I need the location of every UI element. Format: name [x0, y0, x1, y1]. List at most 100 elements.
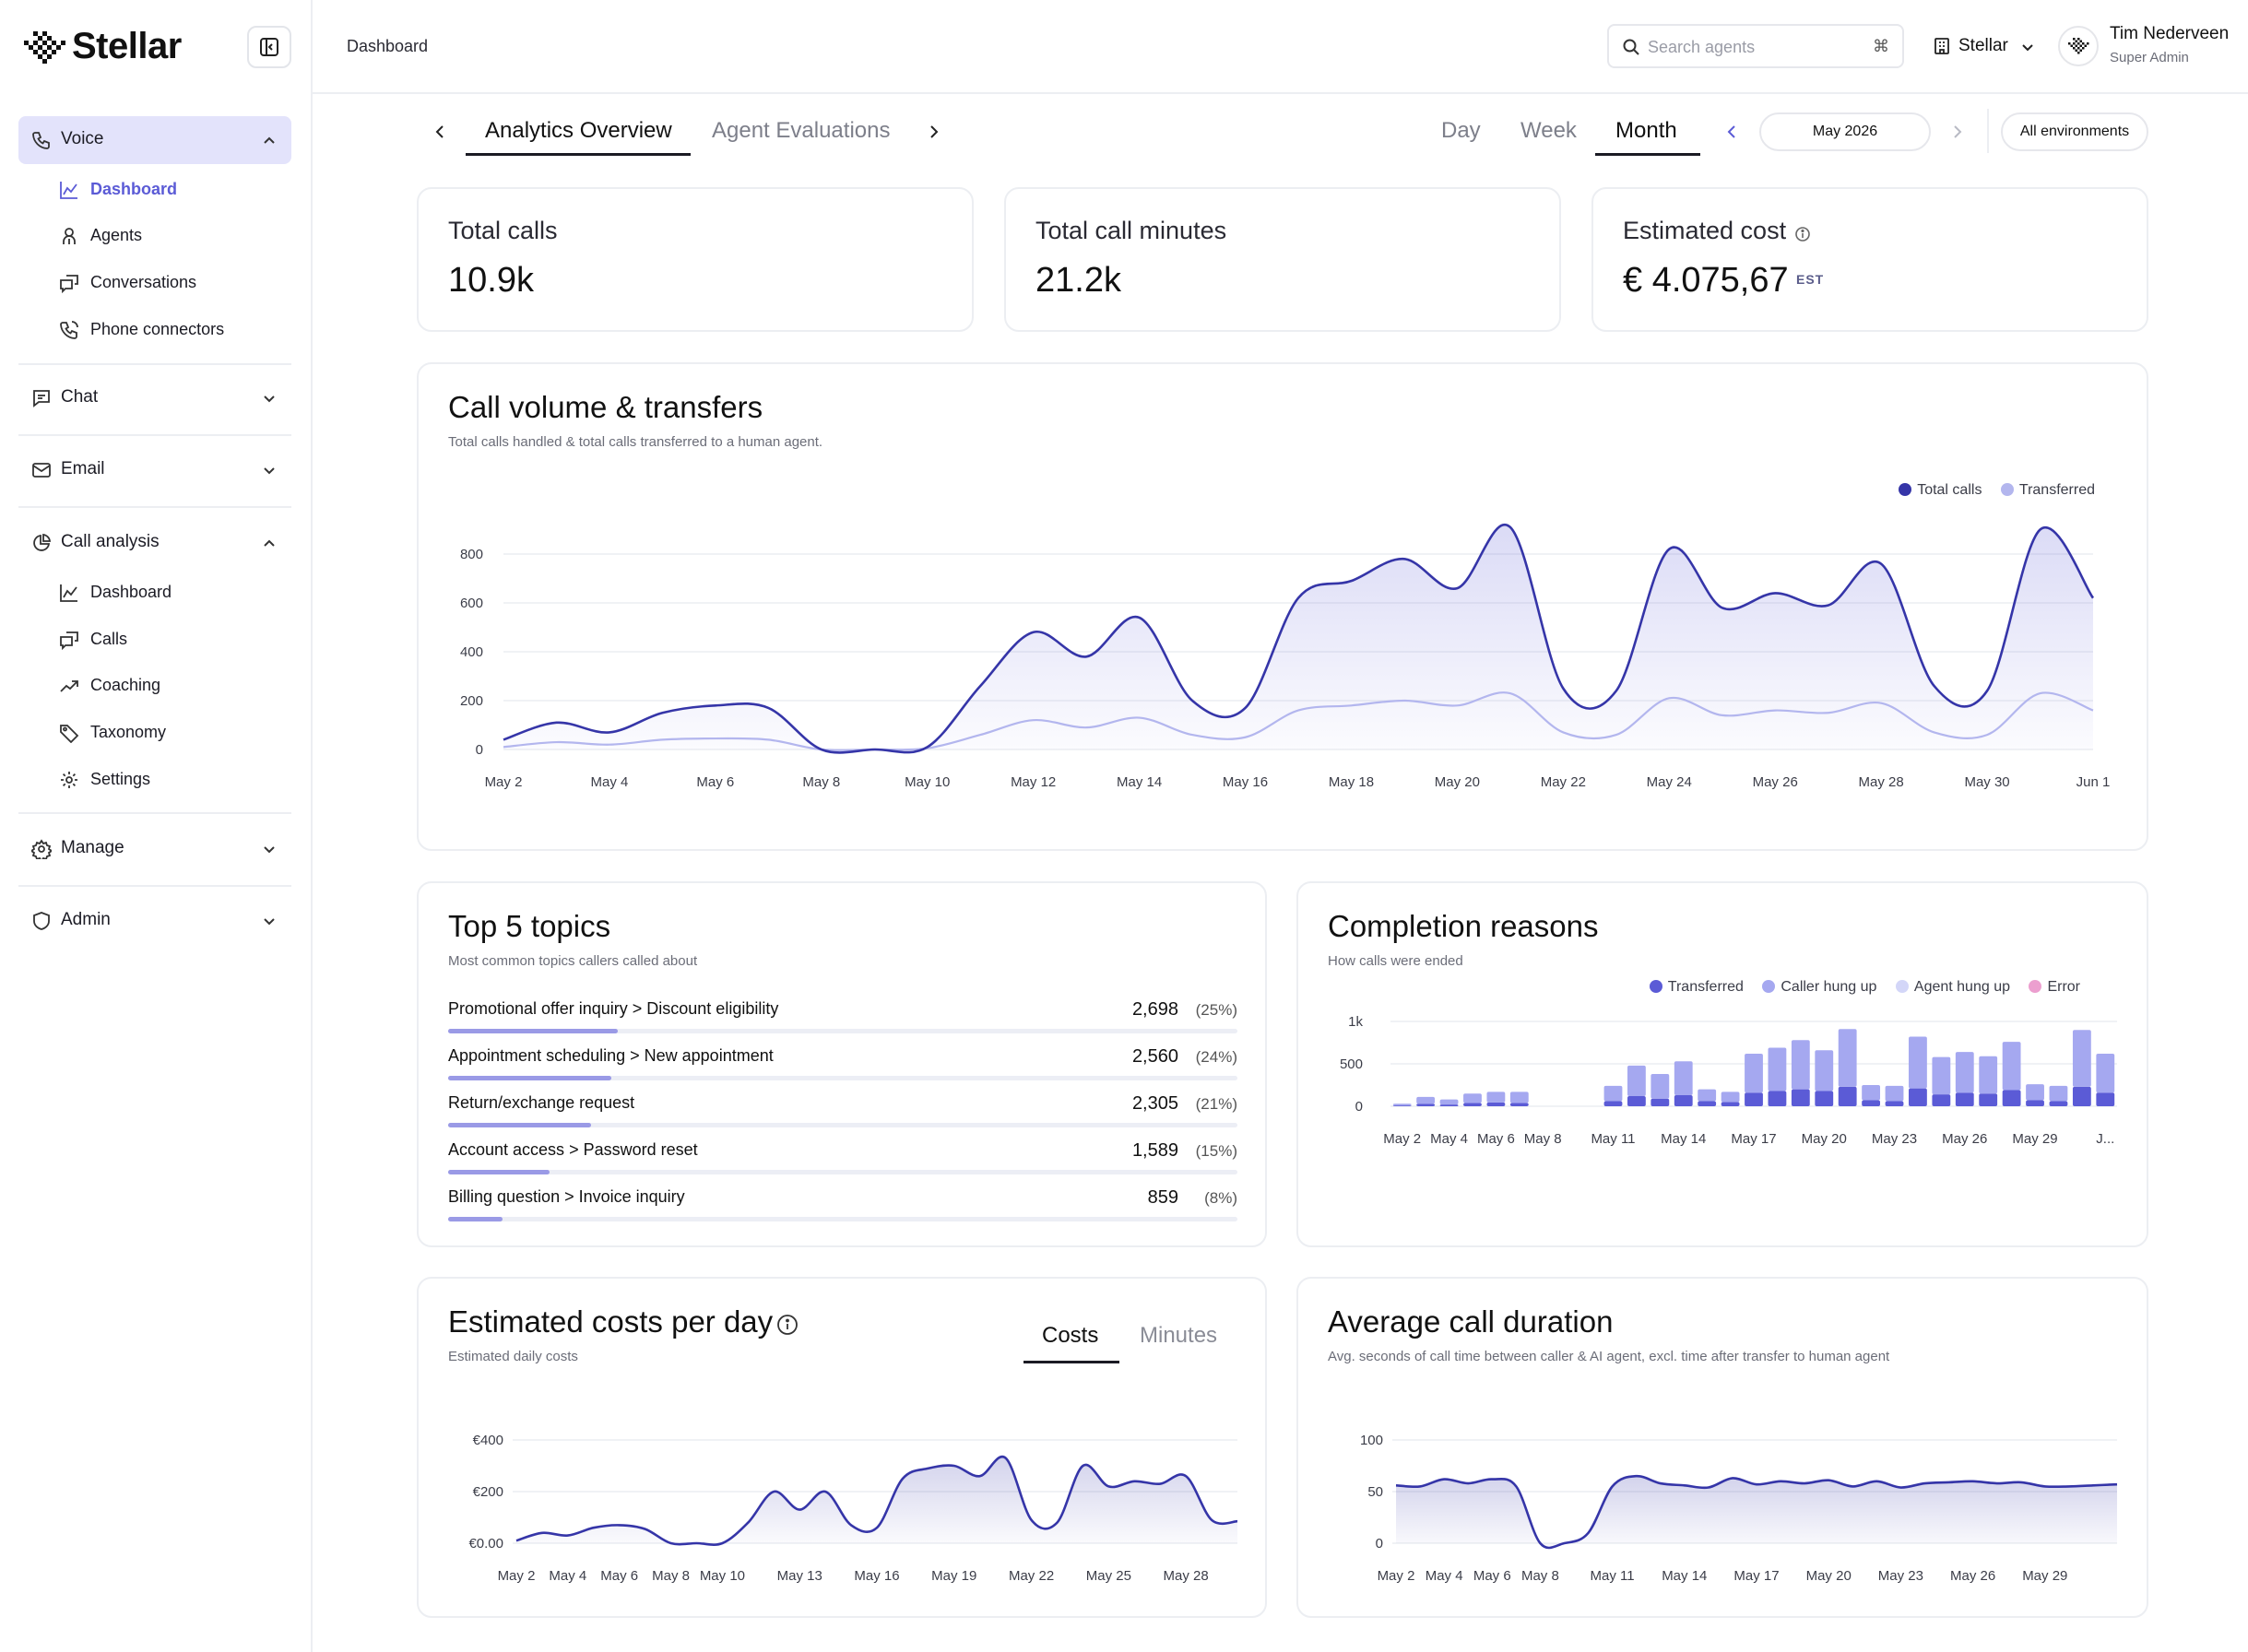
tab-agent-evaluations[interactable]: Agent Evaluations [712, 118, 891, 143]
x-tick-label: May 20 [1435, 774, 1480, 790]
kpi-value: 10.9k [448, 261, 534, 300]
chevron-down-icon [264, 846, 275, 854]
x-tick-label: May 8 [652, 1568, 690, 1583]
environment-filter[interactable]: All environments [2001, 112, 2148, 151]
nav-section-label: Admin [61, 910, 111, 929]
bar-transferred [1392, 1105, 1412, 1106]
topic-percent: (21%) [1195, 1095, 1237, 1113]
bar-caller-hung-up [1979, 1056, 1998, 1094]
bar-transferred [1486, 1102, 1506, 1106]
topic-percent: (25%) [1195, 1001, 1237, 1019]
month-picker[interactable]: May 2026 [1759, 112, 1931, 151]
sidebar-item-settings[interactable]: Settings [59, 761, 290, 798]
period-day[interactable]: Day [1441, 118, 1481, 143]
legend-item: Total calls [1899, 482, 1982, 499]
topic-bar-fill [448, 1076, 611, 1080]
x-tick-label: May 22 [1541, 774, 1586, 790]
nav-section-email[interactable]: Email [18, 446, 291, 494]
search-input[interactable] [1648, 35, 1860, 59]
x-tick-label: May 26 [1950, 1568, 1995, 1583]
y-tick-label: €200 [473, 1484, 503, 1500]
period-month[interactable]: Month [1615, 118, 1677, 143]
topic-row[interactable]: Appointment scheduling > New appointment… [448, 1046, 1237, 1092]
bar-transferred [1698, 1101, 1717, 1106]
topic-count: 2,560 [1131, 1046, 1178, 1067]
sidebar-item-taxonomy[interactable]: Taxonomy [59, 714, 290, 751]
org-name: Stellar [1958, 36, 2008, 55]
x-tick-label: May 4 [1430, 1131, 1468, 1147]
sidebar-item-analysis-dashboard[interactable]: Dashboard [59, 574, 290, 611]
topic-bar-fill [448, 1029, 619, 1033]
info-icon[interactable] [1794, 226, 1811, 242]
org-switcher[interactable]: Stellar [1933, 31, 2034, 63]
agent-icon [63, 228, 76, 244]
series-area [1396, 1476, 2117, 1549]
x-tick-label: May 8 [1521, 1568, 1559, 1583]
sidebar-item-voice-dashboard[interactable]: Dashboard [59, 171, 290, 208]
x-tick-label: May 14 [1661, 1131, 1706, 1147]
sidebar-item-coaching[interactable]: Coaching [59, 667, 290, 704]
nav-section-chat[interactable]: Chat [18, 374, 291, 422]
x-tick-label: May 14 [1117, 774, 1162, 790]
y-tick-label: 200 [460, 693, 483, 709]
topic-row[interactable]: Return/exchange request 2,305 (21%) [448, 1093, 1237, 1139]
bar-transferred [1909, 1088, 1927, 1106]
sidebar-item-agents[interactable]: Agents [59, 218, 290, 254]
nav-section-manage[interactable]: Manage [18, 825, 291, 873]
sidebar-item-phone-connectors[interactable]: Phone connectors [59, 312, 290, 348]
completion-reasons-chart: 0 500 1k May 2 May 4 May 6 May 8 May 11 May 14 Ma… [1340, 1014, 2117, 1147]
chevron-down-icon [2022, 44, 2033, 52]
sidebar-item-label: Dashboard [90, 180, 178, 198]
stellar-avatar-icon [2068, 38, 2089, 54]
legend-swatch [2029, 980, 2042, 993]
breadcrumb[interactable]: Dashboard [347, 37, 429, 55]
collapse-sidebar-button[interactable] [247, 26, 291, 68]
nav-section-admin[interactable]: Admin [18, 897, 291, 945]
x-tick-label: May 13 [777, 1568, 822, 1583]
tab-analytics-overview[interactable]: Analytics Overview [485, 118, 672, 143]
card-subtitle: How calls were ended [1328, 953, 1463, 969]
month-next-icon[interactable] [1945, 119, 1970, 145]
tab-minutes[interactable]: Minutes [1140, 1323, 1218, 1348]
nav-section-voice[interactable]: Voice [18, 116, 291, 164]
card-title: Average call duration [1328, 1304, 1614, 1339]
nav-section-call-analysis[interactable]: Call analysis [18, 519, 291, 567]
avatar [2058, 26, 2099, 66]
topic-bar-fill [448, 1123, 591, 1127]
sidebar-item-calls[interactable]: Calls [59, 621, 290, 658]
topic-row[interactable]: Billing question > Invoice inquiry 859 (8%… [448, 1187, 1237, 1233]
info-icon[interactable] [776, 1314, 799, 1336]
tabs-next-arrow-icon[interactable] [921, 119, 947, 145]
topic-count: 1,589 [1131, 1140, 1178, 1161]
logo[interactable]: Stellar [24, 26, 291, 68]
bar-transferred [2096, 1092, 2115, 1106]
top-topics-card: Top 5 topics Most common topics callers … [417, 881, 1267, 1247]
legend-label: Transferred [2018, 482, 2095, 498]
bar-caller-hung-up [2026, 1084, 2044, 1101]
trending-up-icon [60, 680, 78, 692]
bar-caller-hung-up [1698, 1089, 1717, 1102]
x-tick-label: May 19 [931, 1568, 976, 1583]
bar-caller-hung-up [1439, 1099, 1459, 1105]
nav-section-label: Manage [61, 838, 124, 857]
topic-row[interactable]: Promotional offer inquiry > Discount eli… [448, 999, 1237, 1045]
period-week[interactable]: Week [1520, 118, 1577, 143]
x-tick-label: May 29 [2012, 1131, 2057, 1147]
y-tick-label: 50 [1367, 1484, 1383, 1500]
topic-bar-track [448, 1123, 1237, 1127]
sidebar-item-conversations[interactable]: Conversations [59, 265, 290, 301]
tab-costs[interactable]: Costs [1042, 1323, 1099, 1348]
legend-swatch [1899, 483, 1912, 496]
chat-icon [33, 390, 50, 407]
search-box[interactable]: ⌘ [1607, 24, 1904, 68]
user-menu[interactable]: Tim Nederveen Super Admin [2058, 22, 2242, 74]
y-tick-label: 400 [460, 644, 483, 660]
month-prev-icon[interactable] [1719, 119, 1745, 145]
tabs-prev-arrow-icon[interactable] [427, 119, 453, 145]
bar-caller-hung-up [1932, 1056, 1951, 1095]
sidebar-item-label: Settings [90, 770, 151, 788]
bar-caller-hung-up [1651, 1074, 1670, 1099]
topic-count: 2,698 [1131, 999, 1178, 1020]
topic-row[interactable]: Account access > Password reset 1,589 (15%… [448, 1140, 1237, 1186]
divider [1987, 109, 1989, 153]
